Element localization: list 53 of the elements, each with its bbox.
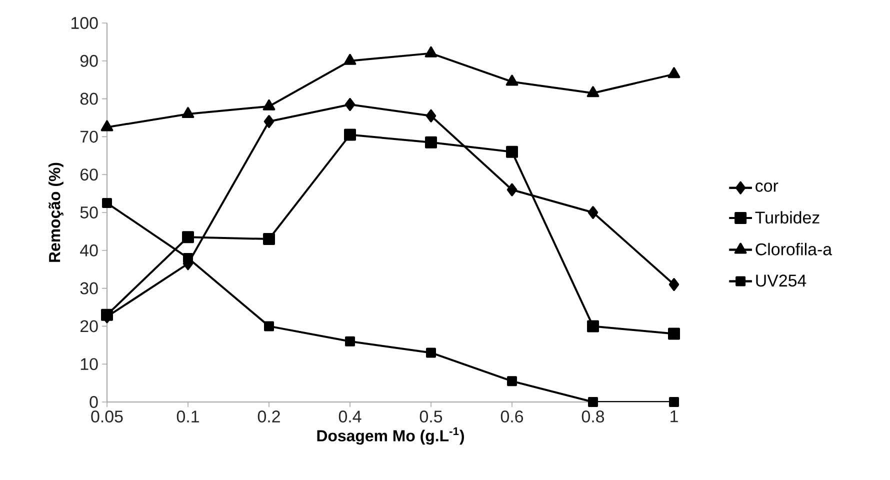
x-tick-label: 0.2 <box>258 410 280 423</box>
x-tick-label: 0.05 <box>91 410 123 423</box>
point <box>506 74 518 86</box>
point <box>100 120 114 132</box>
point <box>344 98 356 111</box>
point <box>345 336 356 346</box>
point <box>344 128 356 141</box>
point <box>426 109 436 122</box>
point <box>586 86 600 98</box>
y-tick-label: 70 <box>80 130 98 143</box>
y-tick-label: 40 <box>80 244 98 256</box>
point <box>425 136 438 148</box>
y-tick-label: 20 <box>80 320 98 332</box>
y-tick-label: 90 <box>80 54 98 67</box>
x-tick-label: 0.6 <box>500 410 524 423</box>
point <box>344 54 356 65</box>
point <box>506 183 518 196</box>
point <box>588 206 598 219</box>
point <box>102 198 112 208</box>
legend-label: Clorofila-a <box>756 242 832 256</box>
y-tick-label: 50 <box>80 206 98 218</box>
point <box>588 397 598 407</box>
point <box>668 67 680 78</box>
x-tick-label: 0.1 <box>176 410 199 423</box>
point <box>182 106 194 118</box>
y-tick-label: 0 <box>90 396 98 408</box>
y-tick-label: 10 <box>80 358 98 370</box>
x-tick-label: 0.8 <box>582 410 604 423</box>
point <box>668 328 680 340</box>
legend-label: Turbidez <box>755 211 820 224</box>
point <box>263 233 276 246</box>
point <box>264 115 274 128</box>
legend-label: UV254 <box>756 274 806 287</box>
point <box>182 231 194 244</box>
y-tick-label: 30 <box>80 282 98 294</box>
y-axis-title: Remoção (%) <box>48 162 64 262</box>
point <box>262 99 276 110</box>
y-tick-label: 100 <box>72 17 98 29</box>
point <box>669 397 680 407</box>
x-tick-label: 0.5 <box>420 410 442 423</box>
y-tick-label: 60 <box>80 168 98 181</box>
legend-label: cor <box>756 182 778 192</box>
x-tick-label: 0.4 <box>338 410 362 423</box>
point <box>424 46 438 58</box>
x-axis-title: Dosagem Mo (g.L$^{-1}$) <box>317 427 464 445</box>
y-tick-label: 80 <box>80 92 98 105</box>
x-tick-label: 1 <box>670 410 678 422</box>
point <box>426 348 436 358</box>
point <box>587 320 600 332</box>
point <box>668 278 680 292</box>
point <box>506 146 518 158</box>
point <box>264 321 274 332</box>
point <box>507 376 518 386</box>
